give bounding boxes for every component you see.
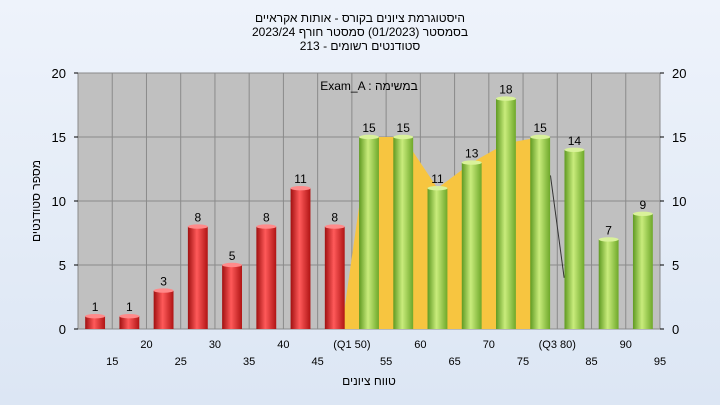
bar-top-45: [290, 186, 311, 191]
trend-line: [549, 175, 565, 278]
bar-top-80: [530, 134, 551, 140]
bar-top-35: [222, 262, 242, 268]
y-tick-label-left: 10: [52, 194, 66, 209]
bar-value-label: 8: [331, 211, 338, 225]
y-tick-label-left: 0: [59, 322, 66, 337]
y-tick-label-left: 5: [59, 258, 66, 273]
bar-value-label: 7: [605, 223, 612, 237]
bar-value-label: 8: [263, 211, 270, 225]
bar-30: [187, 226, 208, 329]
bar-60: [393, 137, 414, 329]
bar-top-30: [187, 224, 208, 229]
bar-value-label: 8: [194, 211, 201, 225]
x-tick-label: 75: [517, 356, 529, 368]
bar-top-95: [632, 211, 653, 216]
x-tick-label: 95: [654, 356, 666, 368]
bar-value-label: 13: [465, 147, 479, 161]
bar-90: [598, 239, 619, 329]
x-tick-label: 30: [209, 339, 221, 351]
chart-subtitle: Exam_A : במשימה: [320, 79, 418, 93]
x-axis-label: טווח ציונים: [342, 374, 396, 388]
bar-25: [153, 290, 174, 329]
x-tick-label: 70: [483, 339, 495, 351]
x-tick-label: 15: [106, 356, 118, 368]
bar-top-20: [119, 314, 140, 319]
bar-top-85: [564, 147, 585, 152]
bar-value-label: 11: [294, 172, 307, 186]
bar-top-70: [461, 160, 482, 165]
bar-top-75: [496, 96, 516, 101]
y-tick-label-right: 0: [672, 322, 679, 337]
x-tick-label: 65: [448, 356, 460, 368]
chart-title-line-1: היסטוגרמת ציונים בקורס - אותות אקראיים: [255, 11, 465, 25]
bar-70: [461, 162, 482, 329]
bar-65: [427, 188, 448, 329]
x-tick-label: 20: [140, 339, 152, 351]
bar-50: [324, 226, 345, 329]
x-tick-label: 55: [380, 356, 392, 368]
bar-top-50: [324, 224, 345, 229]
y-tick-label-right: 5: [672, 258, 679, 273]
bar-top-90: [598, 237, 619, 242]
x-tick-label: 25: [175, 356, 187, 368]
bar-top-40: [256, 224, 277, 229]
x-tick-label: (Q1 50): [333, 339, 370, 351]
bar-35: [222, 265, 242, 329]
bar-value-label: 3: [160, 275, 167, 289]
bar-80: [530, 137, 551, 329]
bar-15: [85, 316, 106, 329]
bar-top-15: [85, 314, 106, 319]
bar-40: [256, 226, 277, 329]
y-tick-label-right: 15: [672, 130, 686, 145]
bar-value-label: 1: [92, 300, 99, 314]
bar-value-label: 15: [362, 121, 376, 135]
y-tick-label-left: 15: [52, 130, 66, 145]
chart-title-line-3: סטודנטים רשומים - 213: [299, 39, 421, 53]
x-tick-label: (Q3 80): [539, 339, 576, 351]
bar-95: [632, 213, 653, 329]
y-tick-label-right: 10: [672, 194, 686, 209]
bar-value-label: 14: [568, 134, 582, 148]
x-tick-label: 60: [414, 339, 426, 351]
bar-value-label: 15: [397, 121, 411, 135]
bar-top-60: [393, 134, 414, 140]
bar-20: [119, 316, 140, 329]
bar-top-25: [153, 288, 174, 293]
x-tick-label: 40: [277, 339, 289, 351]
bar-value-label: 9: [640, 198, 647, 212]
bar-top-55: [359, 134, 379, 140]
bar-55: [359, 137, 379, 329]
bar-top-65: [427, 186, 448, 191]
x-tick-label: 45: [312, 356, 324, 368]
y-tick-label-left: 20: [52, 66, 66, 81]
x-tick-label: 85: [585, 356, 597, 368]
y-axis-label: מספר סטודנטים: [29, 160, 43, 242]
y-tick-label-right: 20: [672, 66, 686, 81]
chart-title-line-2: בסמסטר (01/2023) סמסטר חורף 2023/24: [251, 25, 469, 39]
bar-75: [496, 98, 516, 329]
bar-value-label: 1: [126, 300, 133, 314]
bar-value-label: 18: [499, 83, 513, 97]
bar-value-label: 15: [533, 121, 547, 135]
bar-85: [564, 149, 585, 329]
x-tick-label: 90: [620, 339, 632, 351]
x-tick-label: 35: [243, 356, 255, 368]
bar-45: [290, 188, 311, 329]
bar-value-label: 11: [431, 172, 444, 186]
bar-value-label: 5: [229, 249, 236, 263]
